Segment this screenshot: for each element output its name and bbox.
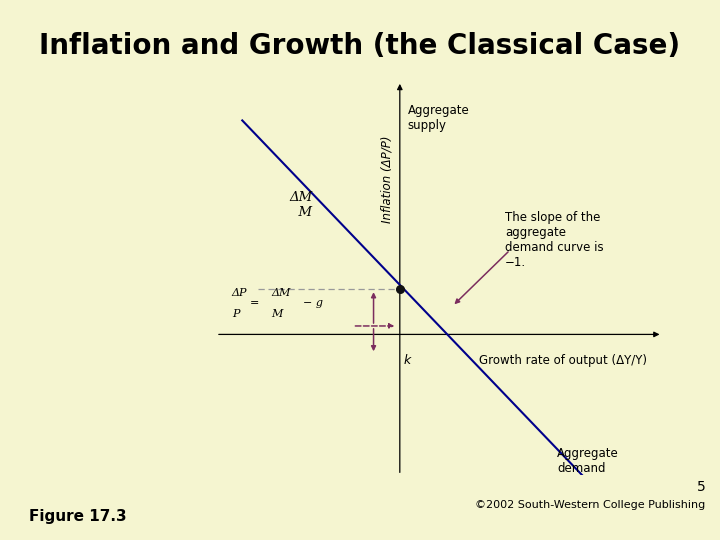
Text: k: k [403, 354, 410, 367]
Text: Aggregate
supply: Aggregate supply [408, 104, 469, 132]
Text: ©2002 South-Western College Publishing: ©2002 South-Western College Publishing [475, 500, 706, 510]
Text: =: = [250, 299, 259, 308]
Text: Aggregate
demand: Aggregate demand [557, 447, 619, 475]
Text: Growth rate of output (ΔY/Y): Growth rate of output (ΔY/Y) [479, 354, 647, 367]
Text: Figure 17.3: Figure 17.3 [29, 509, 127, 524]
Text: ΔP: ΔP [232, 288, 247, 298]
Text: P: P [232, 308, 239, 319]
Text: M: M [271, 308, 282, 319]
Text: Inflation and Growth (the Classical Case): Inflation and Growth (the Classical Case… [40, 32, 680, 60]
Text: − g: − g [302, 299, 323, 308]
Text: 5: 5 [697, 480, 706, 494]
Text: ΔM: ΔM [271, 288, 290, 298]
Text: ΔM
  M: ΔM M [289, 191, 312, 219]
Text: The slope of the
aggregate
demand curve is
−1.: The slope of the aggregate demand curve … [505, 211, 603, 268]
Text: Inflation (ΔP/P): Inflation (ΔP/P) [380, 136, 393, 224]
